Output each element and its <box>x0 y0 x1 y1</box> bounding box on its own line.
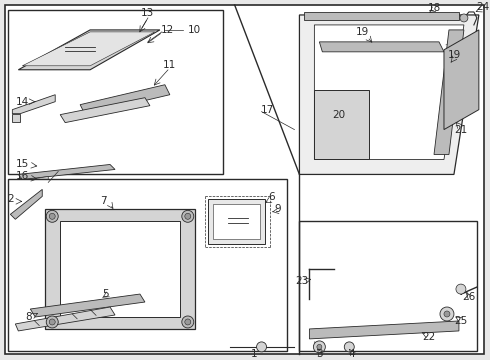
Text: 13: 13 <box>141 8 154 18</box>
Circle shape <box>460 14 468 22</box>
Polygon shape <box>80 85 170 114</box>
Circle shape <box>49 319 55 325</box>
Polygon shape <box>304 12 459 20</box>
Text: 2: 2 <box>7 194 14 204</box>
Polygon shape <box>213 204 260 239</box>
Circle shape <box>317 345 322 350</box>
Text: 17: 17 <box>261 105 274 114</box>
Polygon shape <box>309 321 459 339</box>
Polygon shape <box>315 25 464 159</box>
Polygon shape <box>299 15 479 175</box>
Text: 21: 21 <box>454 125 467 135</box>
Polygon shape <box>12 114 20 122</box>
Circle shape <box>456 284 466 294</box>
Polygon shape <box>15 307 115 331</box>
Polygon shape <box>12 95 55 114</box>
Text: 9: 9 <box>274 204 281 214</box>
Text: 16: 16 <box>16 171 29 181</box>
Text: 7: 7 <box>100 196 106 206</box>
Polygon shape <box>434 30 464 154</box>
Circle shape <box>46 316 58 328</box>
Bar <box>299 221 477 351</box>
Text: 10: 10 <box>188 25 201 35</box>
Polygon shape <box>60 221 180 317</box>
Bar <box>8 10 222 175</box>
Text: 25: 25 <box>454 316 467 326</box>
Text: 3: 3 <box>316 349 323 359</box>
Polygon shape <box>208 199 265 244</box>
Polygon shape <box>23 32 155 66</box>
Circle shape <box>314 341 325 353</box>
Text: 18: 18 <box>427 3 441 13</box>
Circle shape <box>440 307 454 321</box>
Circle shape <box>185 213 191 219</box>
Text: 26: 26 <box>462 292 475 302</box>
Polygon shape <box>444 30 479 130</box>
Circle shape <box>444 311 450 317</box>
Text: 15: 15 <box>16 159 29 170</box>
Text: 1: 1 <box>251 349 258 359</box>
Circle shape <box>182 316 194 328</box>
Polygon shape <box>319 42 444 52</box>
Text: 12: 12 <box>161 25 174 35</box>
Bar <box>8 179 288 351</box>
Polygon shape <box>18 176 48 185</box>
Circle shape <box>344 342 354 352</box>
Polygon shape <box>45 209 195 329</box>
Text: 5: 5 <box>102 289 108 299</box>
Text: 23: 23 <box>295 276 308 286</box>
Polygon shape <box>18 30 160 70</box>
Polygon shape <box>315 90 369 159</box>
Circle shape <box>257 342 267 352</box>
Circle shape <box>49 213 55 219</box>
Text: 22: 22 <box>422 332 436 342</box>
Text: 6: 6 <box>268 192 275 202</box>
Circle shape <box>182 210 194 222</box>
Text: 8: 8 <box>25 312 32 322</box>
Circle shape <box>46 210 58 222</box>
Text: 4: 4 <box>348 349 355 359</box>
Polygon shape <box>60 98 150 123</box>
Polygon shape <box>30 294 145 317</box>
Text: 19: 19 <box>447 50 461 60</box>
Circle shape <box>185 319 191 325</box>
Text: 20: 20 <box>333 110 346 120</box>
Polygon shape <box>10 189 42 219</box>
Text: 19: 19 <box>356 27 369 37</box>
Text: 24: 24 <box>476 2 490 12</box>
Polygon shape <box>18 165 115 179</box>
Text: 11: 11 <box>163 60 176 70</box>
Text: 14: 14 <box>16 97 29 107</box>
